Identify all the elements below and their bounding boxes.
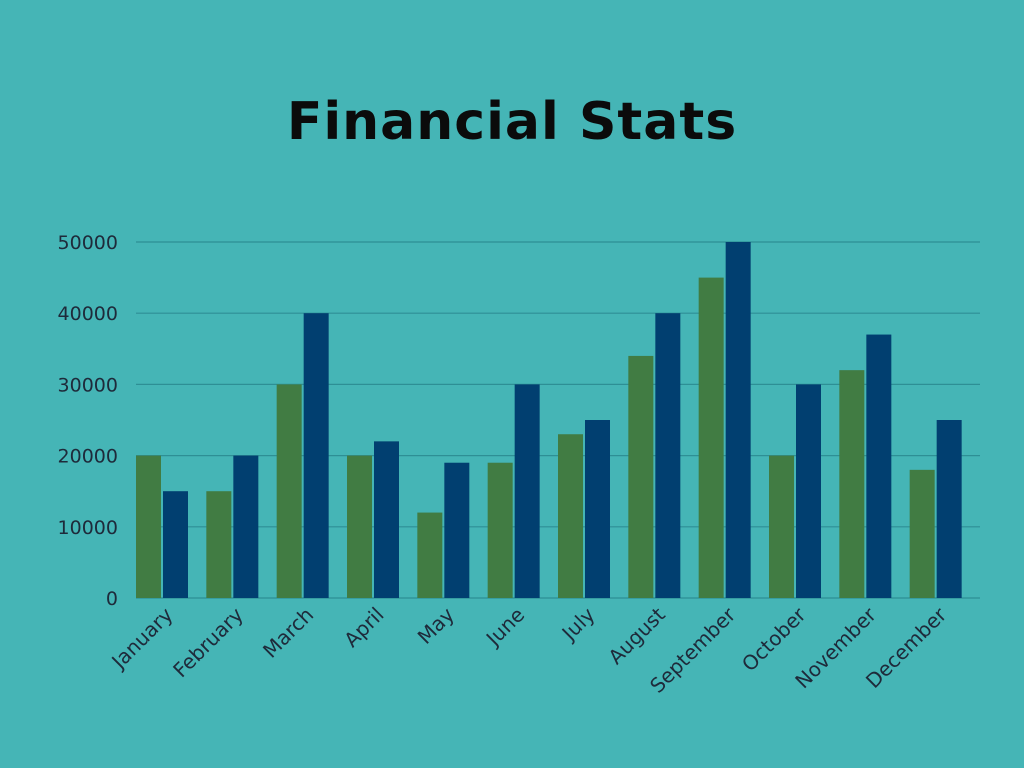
- y-tick-label: 20000: [58, 446, 118, 468]
- bar-march-series-1: [276, 384, 302, 598]
- chart-title: Financial Stats: [286, 92, 738, 152]
- x-category-label: October: [737, 602, 811, 676]
- x-category-label: March: [258, 603, 318, 663]
- bar-august-series-2: [655, 313, 681, 598]
- bar-february-series-1: [206, 491, 232, 598]
- bar-september-series-2: [725, 242, 751, 598]
- bar-march-series-2: [303, 313, 329, 598]
- bar-november-series-1: [839, 370, 865, 598]
- bar-february-series-2: [233, 455, 259, 598]
- x-category-label: May: [413, 602, 459, 648]
- bar-may-series-2: [444, 462, 470, 598]
- bar-june-series-1: [487, 462, 513, 598]
- bar-july-series-1: [558, 434, 583, 598]
- x-category-label: February: [168, 602, 248, 682]
- y-tick-label: 10000: [58, 517, 118, 539]
- bar-may-series-1: [417, 512, 443, 598]
- bar-january-series-1: [136, 455, 161, 598]
- x-category-label: January: [106, 602, 178, 674]
- bar-december-series-2: [936, 420, 962, 598]
- bar-january-series-2: [163, 491, 188, 598]
- x-category-label: June: [480, 603, 529, 652]
- x-category-label: August: [603, 602, 670, 669]
- bars: [136, 242, 962, 598]
- y-axis-tick-labels: 0 10000 20000 30000 40000 50000: [58, 232, 118, 610]
- bar-december-series-1: [909, 469, 935, 598]
- bar-april-series-2: [374, 441, 399, 598]
- bar-october-series-2: [796, 384, 821, 598]
- y-tick-label: 30000: [58, 374, 118, 396]
- bar-june-series-2: [514, 384, 540, 598]
- x-category-label: April: [339, 603, 388, 652]
- y-tick-label: 0: [106, 588, 118, 610]
- y-tick-label: 50000: [58, 232, 118, 254]
- bar-september-series-1: [698, 277, 724, 598]
- y-tick-label: 40000: [58, 303, 118, 325]
- bar-july-series-2: [585, 420, 610, 598]
- x-category-label: July: [556, 602, 600, 646]
- bar-april-series-1: [347, 455, 372, 598]
- bar-august-series-1: [628, 355, 654, 598]
- bar-october-series-1: [769, 455, 794, 598]
- bar-november-series-2: [866, 334, 892, 598]
